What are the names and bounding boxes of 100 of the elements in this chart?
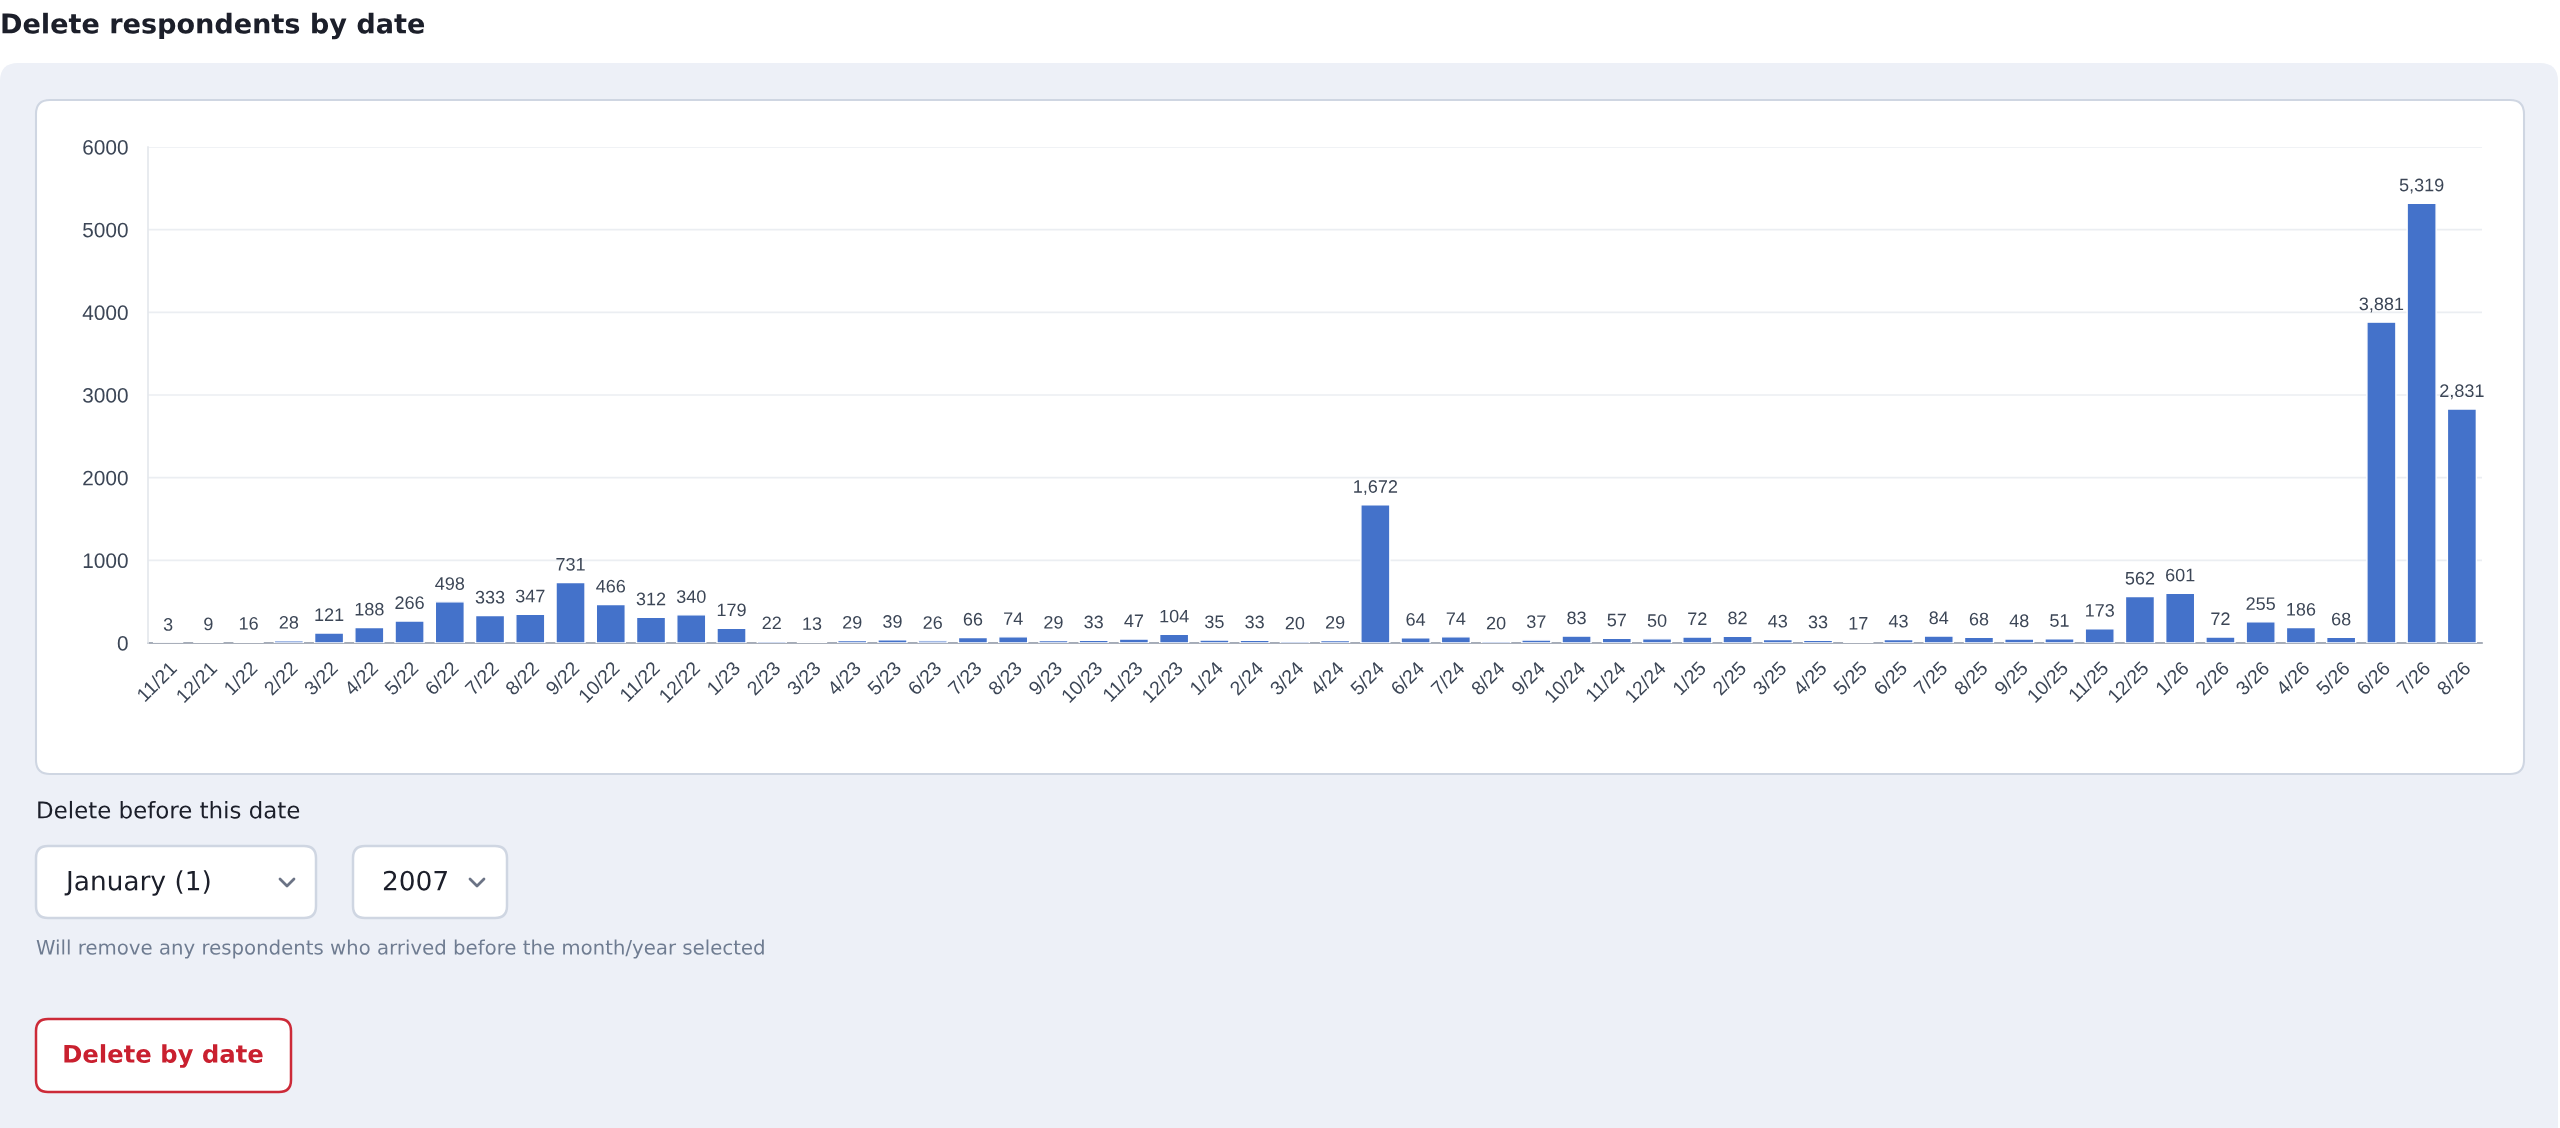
x-tick-label: 5/24	[1349, 660, 1386, 696]
bar	[1561, 635, 1592, 643]
data-label: 47	[1124, 614, 1144, 628]
y-tick-label: 3000	[83, 388, 128, 403]
data-label: 20	[1285, 616, 1305, 630]
x-tick-label: 5/23	[866, 660, 902, 696]
bar	[1078, 639, 1109, 643]
bar	[1319, 639, 1351, 643]
data-label: 50	[1647, 614, 1667, 627]
chart-title: Delete respondents by date	[2, 12, 425, 40]
bar	[1601, 637, 1632, 643]
x-tick-label: 1/24	[1188, 660, 1225, 696]
x-tick-label: 7/25	[1912, 660, 1949, 696]
text: Will remove any respondents who arrived before the month/year selected	[36, 939, 764, 959]
data-label: 51	[2050, 614, 2069, 627]
data-label: 72	[1688, 612, 1707, 625]
data-label: 104	[1160, 609, 1189, 623]
bar	[2325, 636, 2357, 643]
data-label: 74	[1446, 612, 1466, 625]
data-label: 3	[163, 618, 173, 631]
bar	[474, 614, 506, 643]
data-label: 333	[475, 590, 505, 604]
data-label: 29	[1044, 615, 1063, 629]
x-tick-label: 6/23	[906, 660, 943, 696]
data-label: 48	[2009, 614, 2029, 628]
bar	[1682, 636, 1713, 643]
bar	[1158, 633, 1190, 643]
x-tick-label: 7/26	[2395, 660, 2432, 696]
bar	[1923, 635, 1954, 643]
y-tick-label: 6000	[83, 140, 128, 155]
data-label: 3,881	[2359, 297, 2404, 313]
data-label: 74	[1004, 612, 1023, 625]
bar	[635, 616, 667, 643]
bar	[2084, 628, 2115, 643]
bar	[1118, 638, 1150, 643]
x-tick-label: 6/25	[1872, 660, 1909, 696]
text: Delete before this date	[38, 800, 300, 819]
data-label: 173	[2086, 604, 2114, 617]
x-tick-label: 6/24	[1389, 660, 1426, 696]
x-tick-label: 4/25	[1791, 660, 1828, 697]
data-label: 29	[1325, 615, 1345, 629]
bar	[313, 632, 345, 643]
x-tick-label: 3/24	[1268, 660, 1305, 696]
x-tick-label: 4/24	[1308, 660, 1345, 697]
text: January (1)	[64, 870, 210, 896]
bar	[2124, 595, 2156, 643]
data-label: 20	[1486, 616, 1506, 630]
data-label: 43	[1768, 614, 1788, 628]
bar	[2406, 202, 2437, 643]
bar	[515, 613, 546, 643]
x-tick-label: 8/24	[1469, 660, 1506, 696]
x-tick-label: 7/23	[946, 660, 983, 696]
bar	[957, 636, 989, 643]
data-label: 731	[556, 557, 585, 571]
data-label: 39	[883, 615, 902, 628]
bar	[2366, 321, 2397, 643]
data-label: 13	[803, 617, 822, 631]
bar	[354, 626, 385, 643]
data-label: 83	[1567, 611, 1586, 625]
bar	[1641, 638, 1673, 643]
data-label: 35	[1205, 615, 1224, 629]
x-tick-label: 5/26	[2314, 660, 2351, 696]
bar	[555, 581, 586, 643]
data-label: 179	[717, 603, 746, 617]
data-label: 186	[2287, 602, 2316, 616]
data-label: 84	[1929, 611, 1949, 625]
y-tick-label: 4000	[82, 305, 128, 321]
bar	[877, 639, 908, 643]
bar	[2004, 638, 2035, 643]
x-tick-label: 4/22	[342, 660, 379, 697]
data-label: 466	[596, 579, 626, 593]
x-tick-label: 6/22	[423, 660, 460, 696]
x-tick-label: 3/26	[2234, 660, 2271, 696]
bar	[1440, 636, 1472, 643]
x-tick-label: 6/26	[2355, 660, 2391, 696]
x-tick-label: 5/22	[383, 660, 419, 696]
data-label: 255	[2246, 597, 2275, 611]
data-label: 66	[963, 612, 983, 626]
bar	[1400, 637, 1431, 643]
bar	[837, 639, 868, 643]
x-tick-label: 9/22	[544, 660, 580, 696]
bar	[2205, 636, 2236, 643]
y-tick-label: 1000	[83, 553, 128, 569]
data-label: 33	[1084, 615, 1103, 629]
text: Delete by date	[64, 1044, 263, 1068]
data-label: 498	[435, 577, 465, 590]
bar	[1199, 639, 1230, 643]
data-label: 26	[923, 616, 942, 629]
text: 2007	[383, 870, 447, 891]
x-tick-label: 3/22	[302, 660, 339, 696]
data-label: 1,672	[1354, 480, 1398, 496]
bar	[595, 603, 626, 643]
data-label: 9	[204, 617, 213, 631]
data-label: 188	[355, 602, 384, 616]
bar	[2245, 621, 2276, 643]
bar	[273, 639, 305, 643]
data-label: 33	[1245, 615, 1264, 629]
bar	[998, 636, 1029, 643]
x-tick-label: 8/23	[987, 660, 1023, 696]
data-label: 347	[515, 589, 545, 603]
